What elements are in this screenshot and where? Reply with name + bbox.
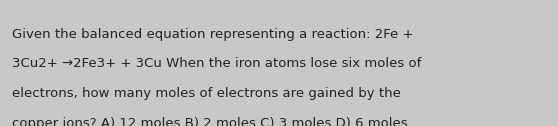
Text: Given the balanced equation representing a reaction: 2Fe +: Given the balanced equation representing… bbox=[12, 28, 414, 41]
Text: 3Cu2+ →2Fe3+ + 3Cu When the iron atoms lose six moles of: 3Cu2+ →2Fe3+ + 3Cu When the iron atoms l… bbox=[12, 57, 422, 70]
Text: electrons, how many moles of electrons are gained by the: electrons, how many moles of electrons a… bbox=[12, 87, 401, 100]
Text: copper ions? A) 12 moles B) 2 moles C) 3 moles D) 6 moles: copper ions? A) 12 moles B) 2 moles C) 3… bbox=[12, 117, 408, 126]
